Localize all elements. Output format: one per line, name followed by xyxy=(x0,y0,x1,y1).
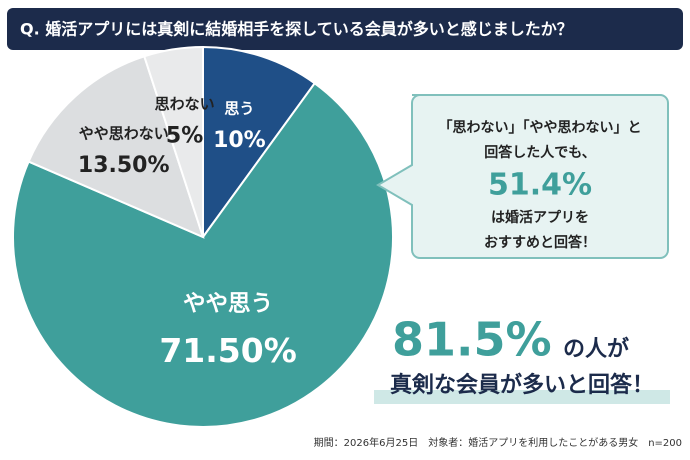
highlight-underline xyxy=(374,390,670,404)
callout-text: は婚活アプリを xyxy=(491,209,589,226)
callout-text: おすすめと回答！ xyxy=(484,234,596,251)
slice-value-label: 5% xyxy=(166,124,203,149)
slice-category-label: やや思う xyxy=(183,291,273,317)
chart-title: Q. 婚活アプリには真剣に結婚相手を探している会員が多いと感じましたか？ xyxy=(20,20,573,39)
slice-category-label: やや思わない xyxy=(79,124,169,142)
headline-text: の人が xyxy=(563,336,629,362)
callout-box xyxy=(376,94,669,259)
callout-highlight: 51.4% xyxy=(488,168,592,203)
slice-value-label: 13.50% xyxy=(78,153,170,178)
title-bar xyxy=(7,8,683,50)
callout-text: 「思わない」「やや思わない」と xyxy=(439,119,642,136)
slice-category-label: 思う xyxy=(224,99,254,117)
pie-slice xyxy=(143,45,204,238)
footnote: 期間：2026年6月25日 対象者：婚活アプリを利用したことがある男女 n=20… xyxy=(314,436,682,449)
slice-value-label: 71.50% xyxy=(159,331,296,370)
slice-value-label: 10% xyxy=(213,128,266,153)
headline-number: 81.5% xyxy=(392,313,552,367)
pie-slice xyxy=(27,55,205,239)
headline-text: 真剣な会員が多いと回答！ xyxy=(390,372,654,398)
callout-text: 回答した人でも、 xyxy=(484,144,596,161)
slice-category-label: 思わない xyxy=(155,95,215,113)
pie: 思う 10% やや思う 71.50% やや思わない 13.50% 思わない 5% xyxy=(12,45,394,428)
pie-slice xyxy=(202,45,317,241)
